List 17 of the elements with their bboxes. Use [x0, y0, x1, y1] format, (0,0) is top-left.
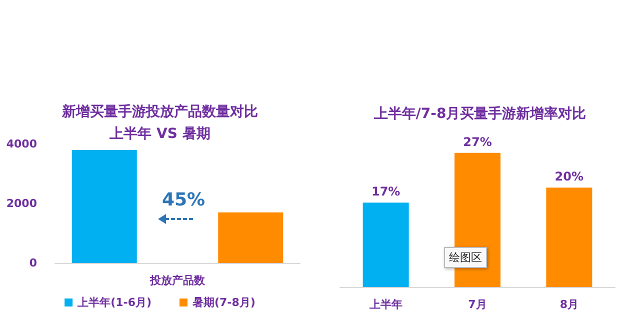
y-tick-label: 2000	[6, 197, 38, 210]
chart-title: 上半年/7-8月买量手游新增率对比	[372, 105, 586, 122]
x-tick-label: 8月	[560, 298, 578, 311]
x-tick-label: 上半年	[368, 298, 402, 311]
y-tick-label: 0	[29, 256, 38, 270]
data-label: 17%	[371, 184, 400, 199]
legend-label: 暑期(7-8月)	[192, 296, 256, 309]
x-tick-label: 投放产品数	[149, 274, 206, 287]
data-label: 20%	[554, 170, 584, 184]
y-tick-label: 4000	[6, 138, 38, 150]
annotation: 45%	[162, 190, 206, 210]
chart-subtitle: 上半年 VS 暑期	[108, 126, 210, 142]
annotation: 绘图区	[444, 247, 487, 268]
x-tick-label: 7月	[468, 298, 487, 311]
legend-label: 上半年(1-6月)	[76, 296, 152, 309]
data-label: 27%	[463, 134, 492, 149]
chart-title: 新增买量手游投放产品数量对比	[61, 103, 258, 120]
